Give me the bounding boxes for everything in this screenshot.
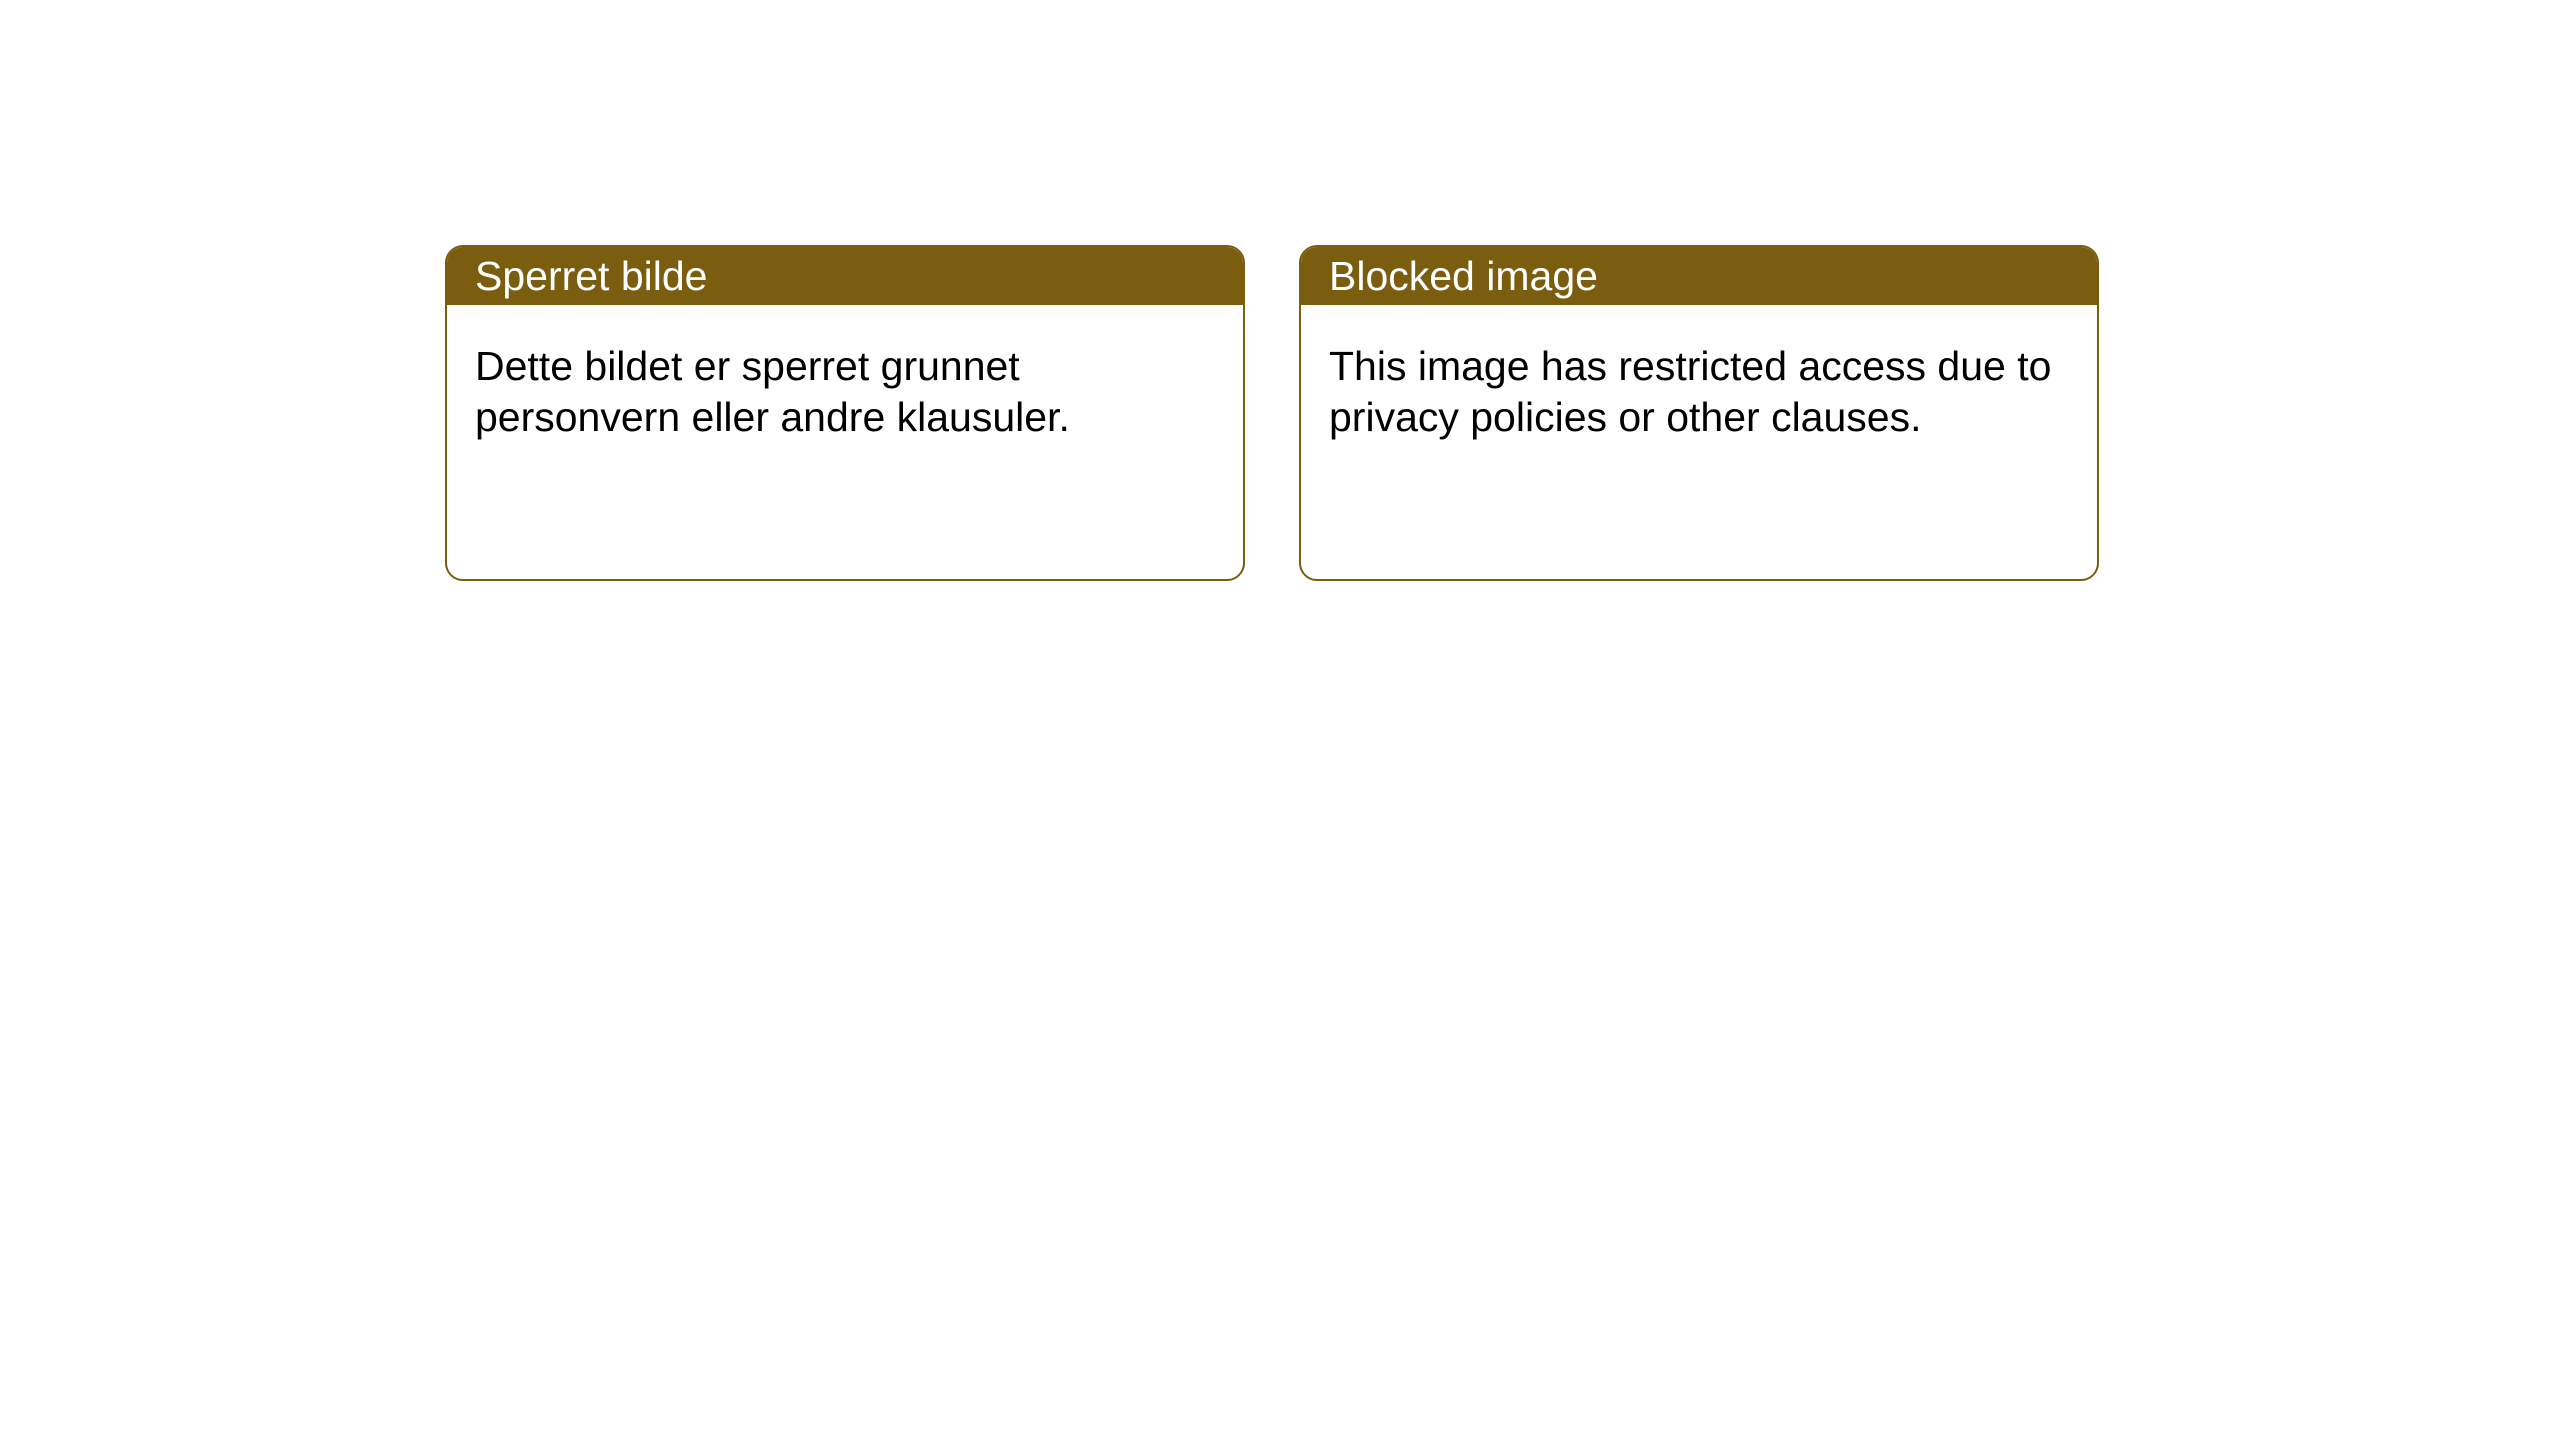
notice-body-en: This image has restricted access due to … — [1301, 305, 2097, 480]
notice-card-no: Sperret bilde Dette bildet er sperret gr… — [445, 245, 1245, 581]
notice-body-no: Dette bildet er sperret grunnet personve… — [447, 305, 1243, 480]
notice-title-en: Blocked image — [1301, 247, 2097, 305]
notice-card-en: Blocked image This image has restricted … — [1299, 245, 2099, 581]
notice-title-no: Sperret bilde — [447, 247, 1243, 305]
notice-container: Sperret bilde Dette bildet er sperret gr… — [445, 245, 2560, 581]
